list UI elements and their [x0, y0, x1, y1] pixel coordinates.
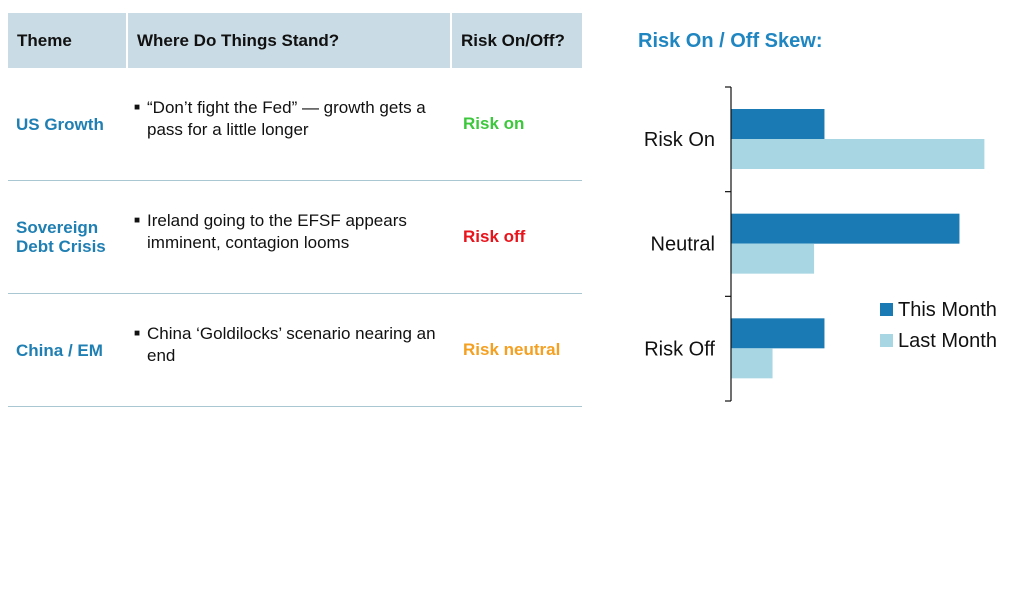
category-label: Risk On — [644, 129, 715, 151]
table-row: Sovereign Debt Crisis ■ Ireland going to… — [8, 181, 582, 294]
status-cell: Risk neutral — [463, 340, 561, 359]
theme-cell: Sovereign Debt Crisis — [16, 218, 106, 256]
table-header: Theme Where Do Things Stand? Risk On/Off… — [8, 13, 582, 68]
legend-swatch — [880, 303, 893, 316]
table-row: China / EM ■ China ‘Goldilocks’ scenario… — [8, 294, 582, 407]
header-theme: Theme — [8, 13, 126, 68]
legend-label: Last Month — [898, 330, 997, 352]
theme-cell: China / EM — [16, 340, 103, 360]
chart-title: Risk On / Off Skew: — [638, 30, 823, 52]
bullet-icon: ■ — [134, 328, 141, 339]
header-risk-on-off: Risk On/Off? — [452, 13, 582, 68]
stand-cell: ■ China ‘Goldilocks’ scenario nearing an… — [126, 323, 448, 367]
legend-swatch — [880, 334, 893, 347]
status-cell: Risk on — [463, 114, 525, 133]
legend-label: This Month — [898, 299, 997, 321]
stand-text: Ireland going to the EFSF appears immine… — [147, 211, 407, 252]
category-label: Neutral — [651, 234, 715, 256]
table-row: US Growth ■ “Don’t fight the Fed” — grow… — [8, 68, 582, 181]
theme-cell: US Growth — [16, 114, 104, 134]
stand-text: China ‘Goldilocks’ scenario nearing an e… — [147, 324, 436, 365]
risk-skew-chart: Risk On Neutral Risk Off This Month Last Mon… — [644, 86, 997, 402]
stand-text: “Don’t fight the Fed” — growth gets a pa… — [147, 98, 426, 139]
status-cell: Risk off — [463, 227, 526, 246]
bar-this-month — [731, 213, 960, 244]
header-where-things-stand: Where Do Things Stand? — [128, 13, 450, 68]
bar-last-month — [731, 348, 773, 379]
bar-this-month — [731, 109, 825, 139]
bar-last-month — [731, 243, 815, 274]
stand-cell: ■ Ireland going to the EFSF appears immi… — [126, 210, 448, 254]
bullet-icon: ■ — [134, 215, 141, 226]
bar-last-month — [731, 139, 985, 169]
bar-this-month — [731, 318, 825, 349]
risk-table: Theme Where Do Things Stand? Risk On/Off… — [8, 13, 582, 407]
bullet-icon: ■ — [134, 102, 141, 113]
stand-cell: ■ “Don’t fight the Fed” — growth gets a … — [126, 97, 448, 141]
category-label: Risk Off — [644, 338, 715, 360]
